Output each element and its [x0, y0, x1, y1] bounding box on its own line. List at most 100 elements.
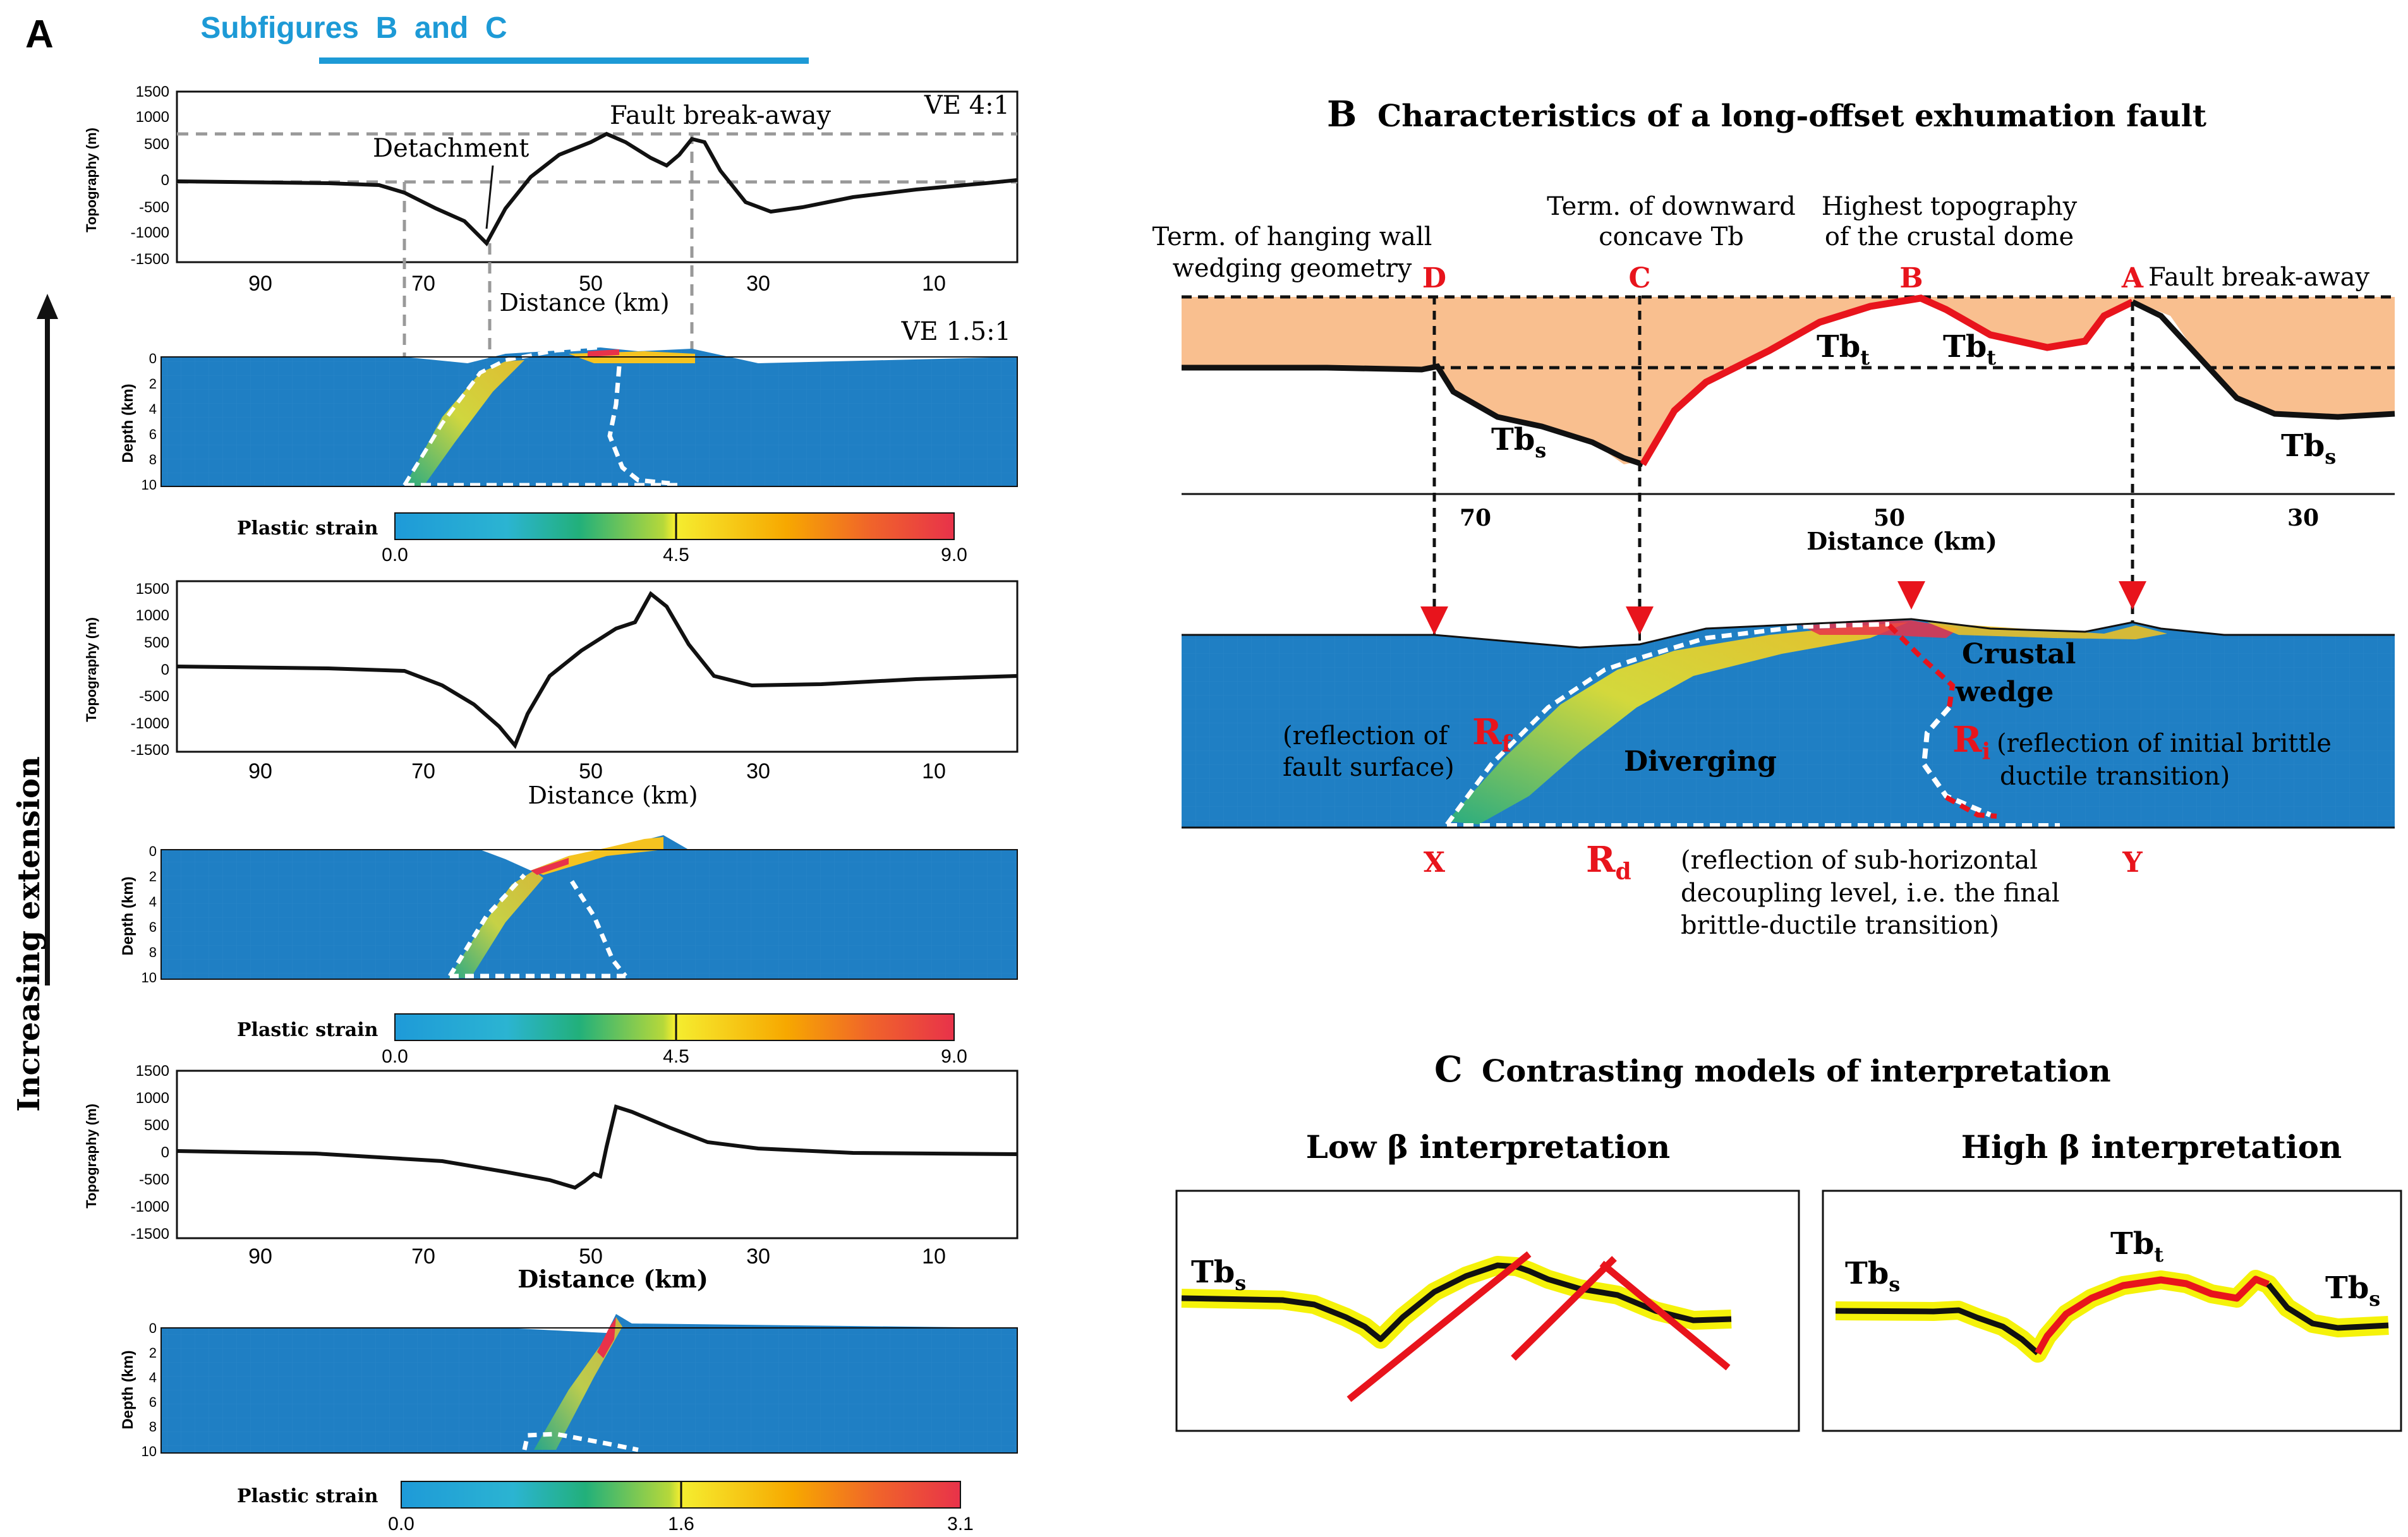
high-beta-title: High β interpretation — [1961, 1128, 2342, 1166]
high-beta-box: Tbs Tbt Tbs — [1822, 1190, 2402, 1432]
strain-tick: 4.5 — [663, 1046, 689, 1067]
subfigures-link[interactable]: Subfigures B and C — [200, 11, 507, 45]
rd-desc-1: (reflection of sub-horizontal — [1681, 846, 2038, 875]
xtick: 90 — [248, 759, 272, 783]
point-y: Y — [2122, 847, 2143, 879]
topo-3-ylabel: Topography (m) — [83, 1104, 99, 1209]
depth-plot-3: 0 2 4 6 8 10 Depth (km) — [119, 1314, 1018, 1459]
label-highest-2: of the crustal dome — [1825, 222, 2074, 251]
topo-plot-1: 1500 1000 500 0 -500 -1000 -1500 Topogra… — [83, 83, 1019, 486]
ytick: 500 — [144, 1117, 169, 1134]
label-concave-2: concave Tb — [1599, 222, 1744, 251]
arrow-d — [1420, 606, 1448, 635]
ytick: -500 — [139, 688, 169, 705]
low-beta-fault-2 — [1511, 1256, 1617, 1361]
strain-label-3: Plastic strain — [237, 1485, 378, 1507]
xtick: 30 — [746, 759, 770, 783]
strain-tick: 1.6 — [668, 1514, 694, 1534]
detachment-pointer — [485, 165, 494, 229]
low-beta-box: Tbs — [1175, 1190, 1800, 1432]
xtick: 90 — [248, 1245, 272, 1269]
topo-1-ylabel: Topography (m) — [83, 128, 99, 232]
panel-c-letter: C — [1434, 1049, 1463, 1090]
topo-2-curve — [176, 591, 1018, 749]
topo-3-curve — [176, 1104, 1018, 1190]
strain-colorbar-3: Plastic strain 0.0 1.6 3.1 — [237, 1481, 974, 1534]
point-d: D — [1422, 262, 1446, 294]
panel-c: C Contrasting models of interpretation L… — [1175, 1049, 2402, 1432]
strain-colorbar-2: Plastic strain 0.0 4.5 9.0 — [237, 1013, 967, 1067]
low-beta-horizon — [1181, 1262, 1732, 1342]
ri-white-trace — [1921, 706, 1992, 817]
ri-desc-1: (reflection of initial brittle — [1997, 729, 2332, 758]
xtick: 50 — [579, 272, 603, 296]
tbt-surface — [1640, 294, 2134, 466]
depth-tick: 10 — [142, 477, 157, 493]
a-fault-breakaway-label: Fault break-away — [610, 101, 831, 130]
panel-b-title: Characteristics of a long-offset exhumat… — [1377, 99, 2206, 134]
panel-b: B Characteristics of a long-offset exhum… — [1153, 93, 2395, 940]
depth-tick: 4 — [149, 1370, 157, 1385]
ri-desc-2: ductile transition) — [2000, 762, 2230, 791]
topo-plot-3: 1500 1000 500 0 -500 -1000 -1500 Topogra… — [83, 1063, 1019, 1293]
high-beta-horizon-left — [1835, 1307, 2040, 1356]
xtick: 50 — [579, 759, 603, 783]
xtick: 70 — [411, 1245, 435, 1269]
depth-3-ylabel: Depth (km) — [119, 1350, 136, 1429]
ri-label: Ri — [1952, 719, 1990, 765]
ytick: -1000 — [131, 715, 169, 732]
tbs-left-label: Tbs — [1491, 422, 1546, 462]
ytick: 0 — [161, 1144, 169, 1161]
xtick: 10 — [922, 759, 946, 783]
ytick: 0 — [161, 661, 169, 678]
ytick: 500 — [144, 136, 169, 153]
panel-c-title: Contrasting models of interpretation — [1482, 1054, 2111, 1089]
high-beta-horizon-tbt — [2035, 1275, 2270, 1355]
arrow-c — [1626, 606, 1654, 635]
b-labels: Tbs Tbt Tbt Tbs — [1491, 329, 2336, 469]
tbs-right-label: Tbs — [2281, 428, 2336, 469]
topo-1-xticks: 90 70 50 30 10 — [248, 272, 946, 296]
panel-a-letter: A — [25, 13, 54, 56]
ytick: 0 — [161, 172, 169, 189]
panel-b-letter: B — [1327, 93, 1357, 135]
depth-tick: 6 — [149, 1394, 157, 1410]
strain-tick: 3.1 — [947, 1514, 974, 1534]
rd-desc-3: brittle-ductile transition) — [1681, 911, 1999, 940]
high-tbt-label: Tbt — [2110, 1226, 2163, 1267]
point-c: C — [1628, 262, 1650, 294]
depth-tick: 0 — [149, 351, 157, 366]
depth-tick: 10 — [142, 970, 157, 985]
rf-trace — [1445, 622, 1890, 826]
topo-2-ylabel: Topography (m) — [83, 617, 99, 722]
label-hanging-1: Term. of hanging wall — [1153, 222, 1432, 251]
tbt-right-label: Tbt — [1943, 329, 1996, 370]
topo-2-xlabel: Distance (km) — [528, 781, 698, 809]
ytick: -1500 — [131, 742, 169, 759]
xtick: 30 — [746, 272, 770, 296]
point-b: B — [1899, 262, 1923, 294]
arrow-a — [2119, 581, 2146, 610]
depth-tick: 6 — [149, 426, 157, 442]
xtick: 90 — [248, 272, 272, 296]
low-beta-fault-1 — [1346, 1251, 1532, 1402]
extension-arrow-head — [37, 294, 58, 319]
b-xtick: 30 — [2287, 505, 2319, 531]
depth-tick: 4 — [149, 401, 157, 417]
topo-3-xlabel: Distance (km) — [517, 1265, 708, 1293]
strain-tick: 4.5 — [663, 545, 689, 565]
diverging-label: Diverging — [1624, 745, 1777, 778]
ytick: 1500 — [136, 83, 169, 100]
crustal-wedge-1: Crustal — [1962, 638, 2076, 670]
label-highest-1: Highest topography — [1822, 192, 2078, 221]
tbt-left-label: Tbt — [1817, 329, 1870, 370]
ytick: 500 — [144, 634, 169, 651]
depth-tick: 8 — [149, 452, 157, 467]
ytick: 1500 — [136, 1063, 169, 1080]
xtick: 50 — [579, 1245, 603, 1269]
b-xtick: 50 — [1873, 505, 1905, 531]
topo-1-yticks: 1500 1000 500 0 -500 -1000 -1500 — [131, 83, 169, 268]
ytick: -1000 — [131, 224, 169, 241]
rf-label: Rf — [1472, 711, 1513, 757]
xtick: 10 — [922, 1245, 946, 1269]
